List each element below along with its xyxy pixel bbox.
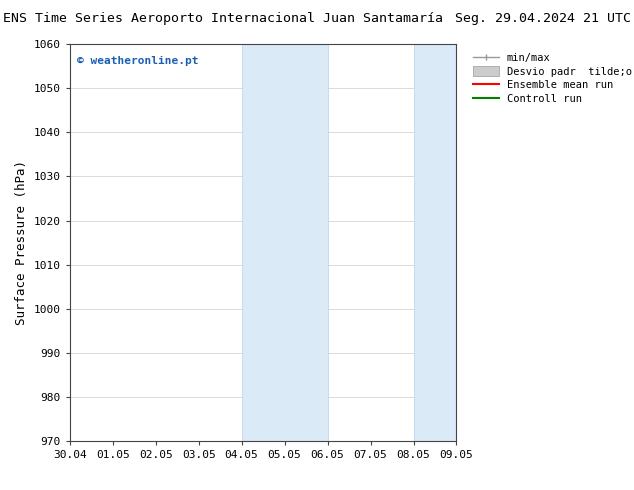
Bar bbox=[413, 44, 456, 441]
Text: ENS Time Series Aeroporto Internacional Juan Santamaría: ENS Time Series Aeroporto Internacional … bbox=[3, 12, 443, 25]
Legend: min/max, Desvio padr  tilde;o, Ensemble mean run, Controll run: min/max, Desvio padr tilde;o, Ensemble m… bbox=[469, 49, 634, 107]
Text: Seg. 29.04.2024 21 UTC: Seg. 29.04.2024 21 UTC bbox=[455, 12, 631, 25]
Y-axis label: Surface Pressure (hPa): Surface Pressure (hPa) bbox=[15, 160, 28, 325]
Bar bbox=[242, 44, 328, 441]
Text: © weatheronline.pt: © weatheronline.pt bbox=[77, 56, 199, 66]
